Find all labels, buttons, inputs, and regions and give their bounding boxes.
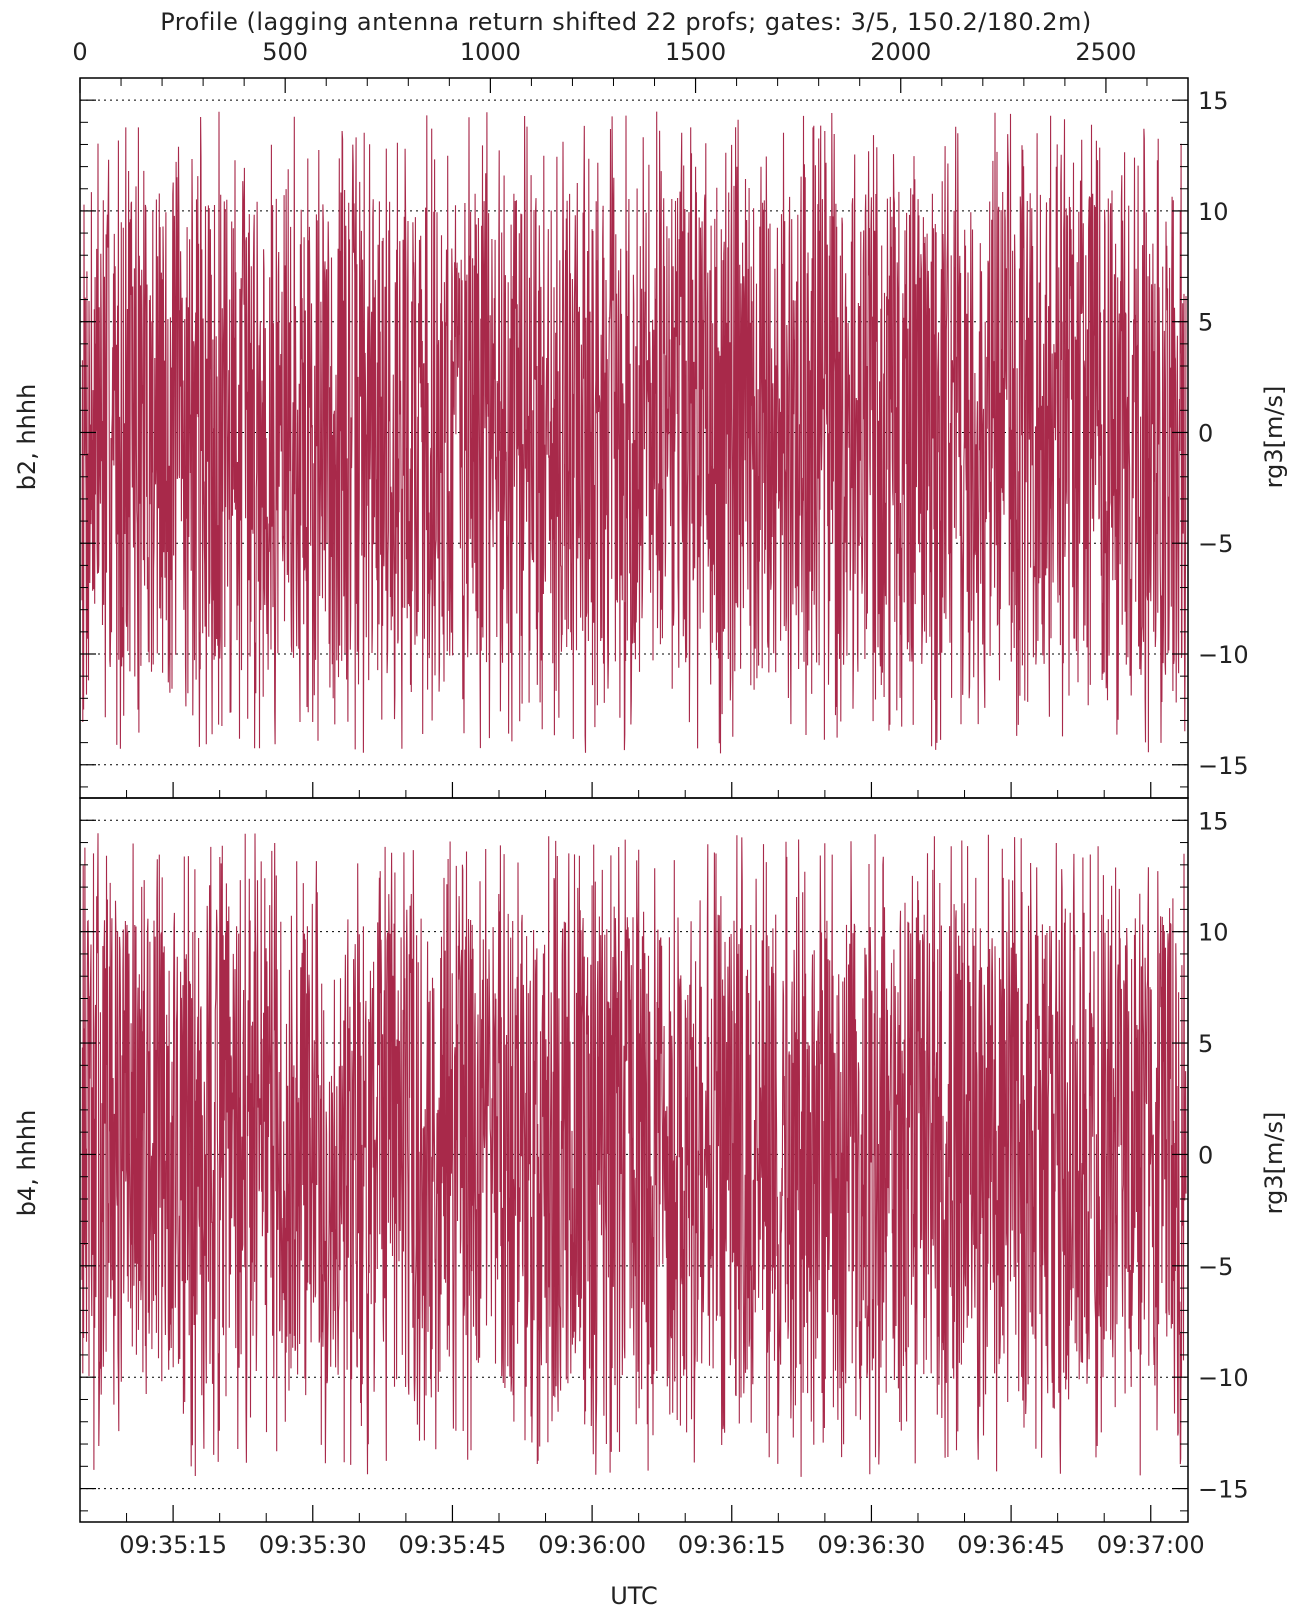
y-axis-1: 15 10 5 0 −5 −10 −15 [80,87,1249,788]
top-axis: 0 500 1000 1500 2000 2500 [72,38,1148,93]
top-tick-label: 1500 [665,38,726,66]
bottom-tick-label: 09:36:00 [538,1531,646,1559]
chart-title: Profile (lagging antenna return shifted … [160,8,1092,36]
right-tick-label: 10 [1198,198,1229,226]
bottom-tick-label: 09:35:45 [399,1531,507,1559]
panel-2-left-label: b4, hhhh [13,1110,41,1217]
panel-1-left-label: b2, hhhh [13,384,41,491]
right-tick-label: −5 [1198,530,1233,558]
top-tick-label: 2500 [1075,38,1136,66]
panel-2: 15 10 5 0 −5 −10 −15 b4, hhhh rg3[m/s] [13,807,1288,1512]
right-tick-label: 15 [1198,807,1229,835]
right-tick-label: −5 [1198,1253,1233,1281]
panel-1-right-label: rg3[m/s] [1260,386,1288,489]
panel-2-right-label: rg3[m/s] [1260,1112,1288,1215]
right-tick-label: −10 [1198,1364,1249,1392]
bottom-axis: 09:35:15 09:35:30 09:35:45 09:36:00 09:36:15… [119,782,1205,1559]
series-line [81,111,1187,754]
series-2 [81,833,1187,1477]
panel-2-frame [79,797,1189,1523]
top-tick-label: 1000 [460,38,521,66]
bottom-tick-label: 09:35:30 [259,1531,367,1559]
right-tick-label: 10 [1198,919,1229,947]
bottom-tick-label: 09:36:45 [957,1531,1065,1559]
top-tick-label: 500 [262,38,308,66]
right-tick-label: 0 [1198,419,1213,447]
right-tick-label: 0 [1198,1141,1213,1169]
right-tick-label: −10 [1198,641,1249,669]
top-tick-label: 2000 [870,38,931,66]
right-tick-label: 5 [1198,1030,1213,1058]
series-1 [81,111,1187,754]
series-line [81,833,1187,1477]
right-tick-label: −15 [1198,752,1249,780]
y-axis-2: 15 10 5 0 −5 −10 −15 [80,807,1249,1512]
x-axis-title: UTC [610,1582,658,1610]
right-tick-label: 15 [1198,87,1229,115]
bottom-tick-label: 09:35:15 [119,1531,227,1559]
bottom-tick-label: 09:36:30 [818,1531,926,1559]
right-tick-label: 5 [1198,309,1213,337]
panel-1: 15 10 5 0 −5 −10 −15 b2, hhhh rg3[m/s] [13,87,1288,788]
bottom-tick-label: 09:37:00 [1097,1531,1205,1559]
right-tick-label: −15 [1198,1476,1249,1504]
bottom-tick-label: 09:36:15 [678,1531,786,1559]
top-tick-label: 0 [72,38,87,66]
